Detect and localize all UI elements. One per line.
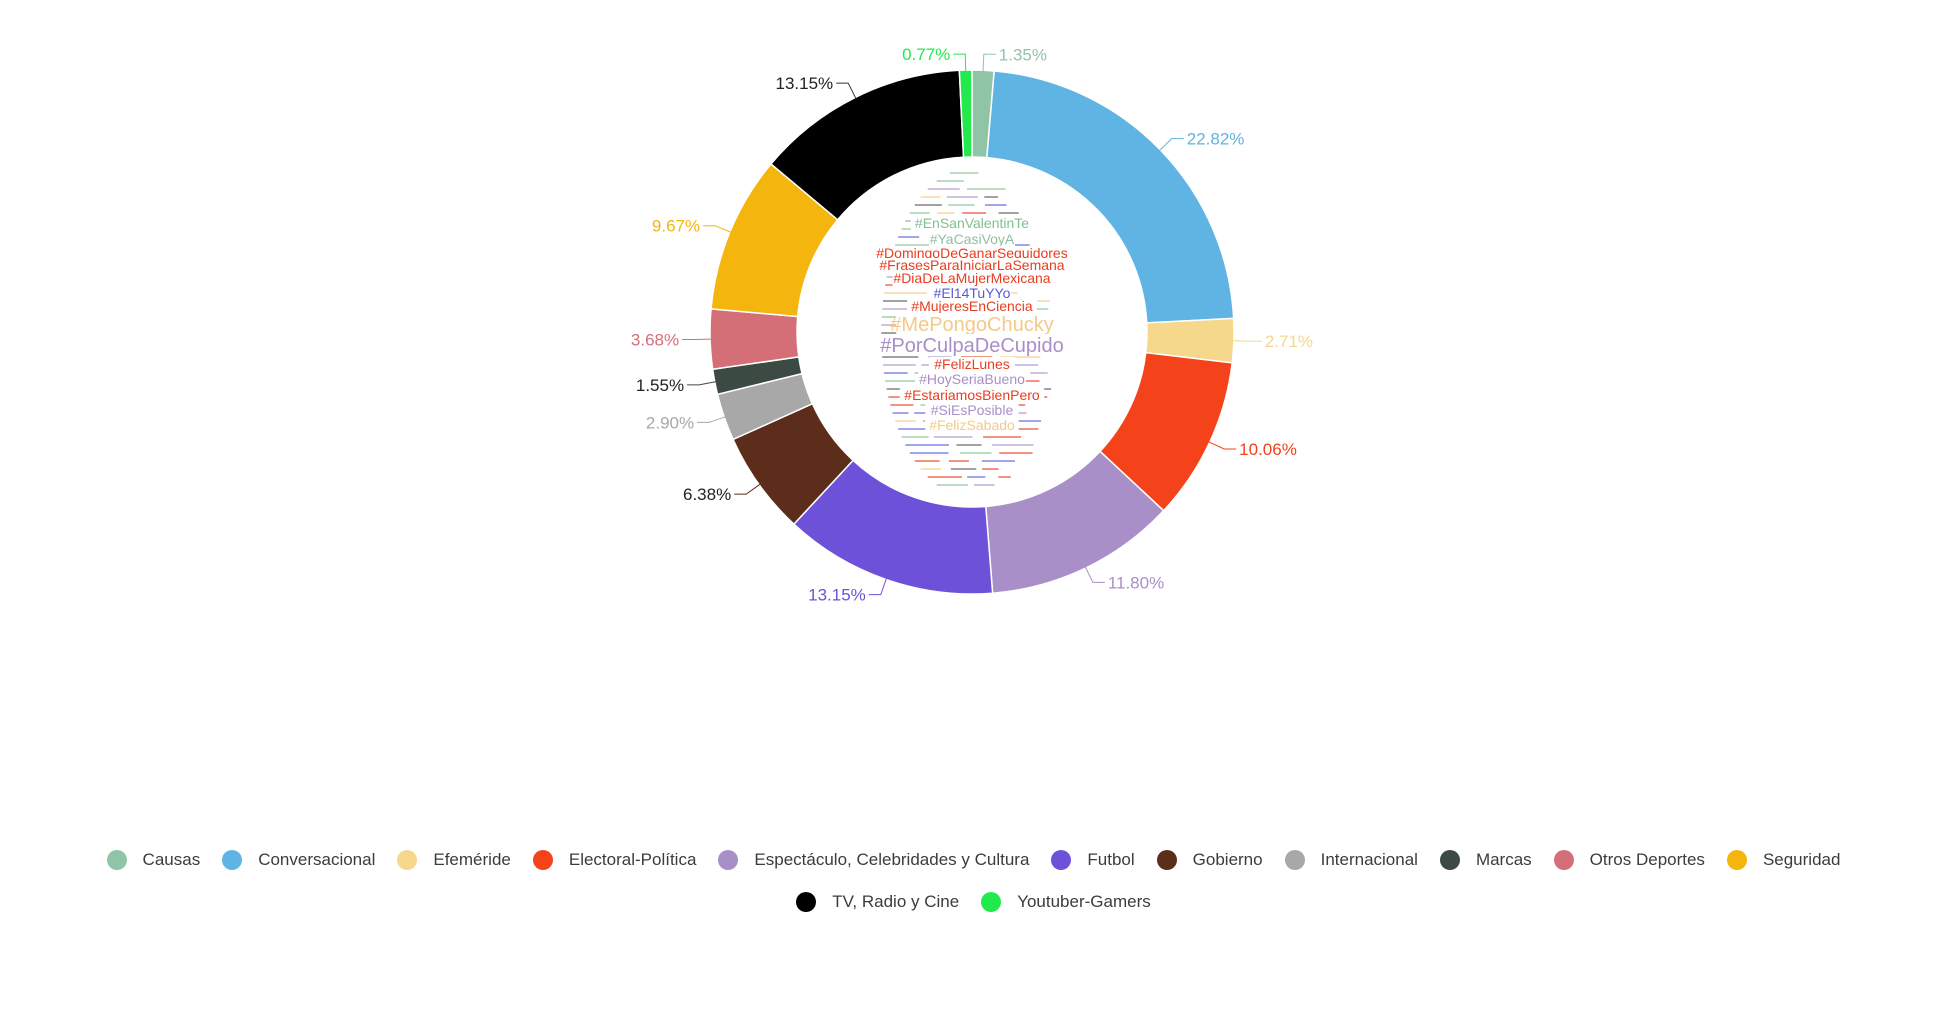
pct-label-electoral-politica: 10.06%: [1239, 440, 1297, 459]
leader-line-gobierno: [734, 483, 762, 495]
legend-label: Otros Deportes: [1589, 850, 1705, 869]
leader-line-electoral-politica: [1207, 440, 1237, 450]
legend-item-seguridad[interactable]: Seguridad: [1726, 850, 1841, 870]
word-cloud-word: #SiEsPosible: [931, 402, 1014, 418]
legend-item-electoral-politica[interactable]: Electoral-Política: [532, 850, 697, 870]
slice-conversacional[interactable]: [986, 70, 1235, 324]
percentage-labels: 1.35% 22.82% 2.71% 10.06% 11.80% 13.15% 6.38% 2…: [631, 45, 1313, 605]
legend-swatch: [796, 892, 817, 912]
legend-label: Gobierno: [1192, 850, 1263, 869]
legend-item-futbol[interactable]: Futbol: [1051, 850, 1135, 870]
leader-line-conversacional: [1158, 138, 1184, 152]
word-cloud-word: #DiaDeLaMujerMexicana: [893, 270, 1050, 286]
leader-line-marcas: [687, 380, 717, 386]
legend-label: Internacional: [1320, 850, 1418, 869]
word-cloud-word: #DomingoDeGanarSeguidores: [876, 245, 1067, 261]
legend-item-causas[interactable]: Causas: [106, 850, 201, 870]
legend-label: Electoral-Política: [568, 850, 697, 869]
legend-label: Causas: [142, 850, 201, 869]
donut-chart: 1.35% 22.82% 2.71% 10.06% 11.80% 13.15% 6.38% 2…: [631, 45, 1313, 605]
pct-label-tv-radio-y-cine: 13.15%: [776, 74, 834, 93]
pct-label-conversacional: 22.82%: [1187, 130, 1245, 149]
legend-label: TV, Radio y Cine: [832, 892, 960, 911]
pct-label-espectaculo-celebridades-y-cultura: 11.80%: [1108, 573, 1164, 592]
legend-swatch: [222, 850, 243, 870]
legend-row: TV, Radio y Cine Youtuber-Gamers: [0, 892, 1947, 912]
legend-label: Futbol: [1087, 850, 1135, 869]
leader-line-causas: [982, 53, 996, 73]
legend-item-youtuber-gamers[interactable]: Youtuber-Gamers: [981, 892, 1151, 912]
pct-label-seguridad: 9.67%: [652, 217, 700, 236]
pct-label-causas: 1.35%: [999, 45, 1047, 64]
legend-swatch: [532, 850, 553, 870]
word-cloud-word: #HoySeriaBueno: [919, 371, 1025, 387]
legend-item-efemeride[interactable]: Efeméride: [397, 850, 511, 870]
legend-swatch: [106, 850, 127, 870]
legend-label: Seguridad: [1762, 850, 1841, 869]
legend-label: Marcas: [1475, 850, 1532, 869]
legend-item-conversacional[interactable]: Conversacional: [222, 850, 375, 870]
chart-legend: Causas Conversacional Efeméride Electoral-P…: [0, 850, 1947, 912]
donut-slices: [709, 69, 1235, 595]
legend-swatch: [1726, 850, 1747, 870]
pct-label-youtuber-gamers: 0.77%: [902, 45, 950, 64]
word-cloud-word: #YaCasiVoyA: [930, 231, 1015, 247]
legend-swatch: [397, 850, 418, 870]
center-word-cloud: #EnSanValentinTe#YaCasiVoyA#DomingoDeGan…: [874, 172, 1070, 486]
leader-line-espectaculo-celebridades-y-cultura: [1084, 565, 1105, 583]
word-cloud-word: #El14TuYYo: [934, 285, 1011, 301]
leader-line-tv-radio-y-cine: [836, 82, 857, 100]
legend-label: Youtuber-Gamers: [1017, 892, 1151, 911]
legend-swatch: [1284, 850, 1305, 870]
pct-label-efemeride: 2.71%: [1265, 332, 1313, 351]
legend-item-otros-deportes[interactable]: Otros Deportes: [1553, 850, 1705, 870]
legend-swatch: [1051, 850, 1072, 870]
label-leader-lines: [682, 53, 1262, 596]
legend-label: Espectáculo, Celebridades y Cultura: [754, 850, 1030, 869]
legend-swatch: [1553, 850, 1574, 870]
legend-item-internacional[interactable]: Internacional: [1284, 850, 1418, 870]
leader-line-seguridad: [703, 225, 732, 234]
leader-line-efemeride: [1231, 340, 1262, 342]
legend-swatch: [1439, 850, 1460, 870]
legend-item-tv-radio-y-cine[interactable]: TV, Radio y Cine: [796, 892, 959, 912]
word-cloud-word: #FrasesParaIniciarLaSemana: [879, 257, 1064, 273]
legend-label: Conversacional: [258, 850, 376, 869]
word-cloud-word: #MujeresEnCiencia: [911, 298, 1033, 314]
leader-line-futbol: [868, 577, 888, 596]
word-cloud-word: #PorCulpaDeCupido: [880, 335, 1063, 357]
word-cloud-word: #EstariamosBienPero: [904, 387, 1040, 403]
legend-item-espectaculo-celebridades-y-cultura[interactable]: Espectáculo, Celebridades y Cultura: [718, 850, 1029, 870]
legend-item-gobierno[interactable]: Gobierno: [1156, 850, 1263, 870]
pct-label-marcas: 1.55%: [636, 376, 684, 395]
legend-swatch: [718, 850, 739, 870]
pct-label-gobierno: 6.38%: [683, 485, 731, 504]
legend-label: Efeméride: [433, 850, 511, 869]
legend-row: Causas Conversacional Efeméride Electoral-P…: [0, 850, 1947, 870]
legend-swatch: [981, 892, 1002, 912]
word-cloud-word: #FelizSabado: [929, 417, 1015, 433]
pct-label-internacional: 2.90%: [646, 413, 694, 432]
pct-label-otros-deportes: 3.68%: [631, 331, 679, 350]
legend-swatch: [1156, 850, 1177, 870]
leader-line-internacional: [697, 416, 727, 423]
pct-label-futbol: 13.15%: [808, 586, 866, 605]
word-cloud-word: #EnSanValentinTe: [915, 215, 1029, 231]
word-cloud-word: #FelizLunes: [934, 356, 1010, 372]
word-cloud-word: #MePongoChucky: [890, 314, 1053, 336]
slice-youtuber-gamers[interactable]: [958, 69, 973, 158]
legend-item-marcas[interactable]: Marcas: [1439, 850, 1532, 870]
leader-line-youtuber-gamers: [953, 53, 967, 73]
